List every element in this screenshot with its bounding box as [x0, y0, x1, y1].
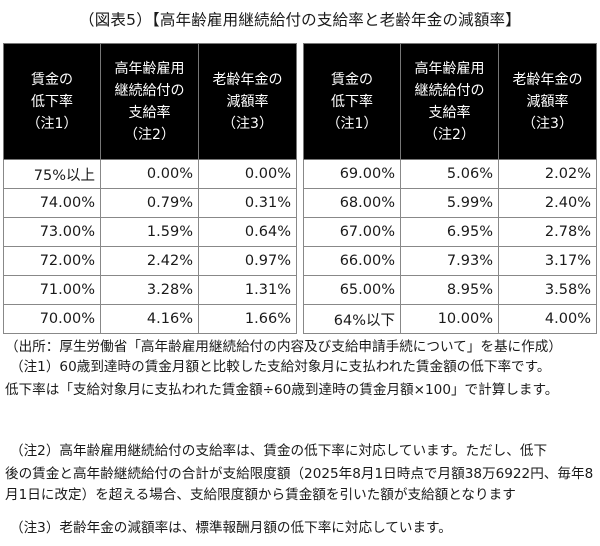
table-row: 69.00% 5.06% 2.02% [303, 159, 597, 189]
header-wage-decline-rate: 賃金の 低下率 （注1） [303, 43, 401, 160]
header-text: （注2） [124, 126, 175, 143]
cell-wage-decline: 71.00% [3, 275, 101, 305]
note-2-line2: 後の賃金と高年齢継続給付の合計が支給限度額（2025年8月1日時点で月額38万6… [5, 466, 594, 503]
cell-benefit-rate: 5.99% [400, 188, 499, 218]
header-text: 高年齢雇用 [414, 60, 485, 77]
table-row: 71.00% 3.28% 1.31% [3, 275, 297, 305]
cell-benefit-rate: 2.42% [100, 246, 199, 276]
header-benefit-rate: 高年齢雇用 継続給付の 支給率 （注2） [400, 43, 499, 160]
header-text: 支給率 [128, 104, 171, 121]
note-1-line2: 低下率は「支給対象月に支払われた賃金額÷60歳到達時の賃金月額×100」で計算し… [5, 382, 559, 398]
note-1-line1: （注1）60歳到達時の賃金月額と比較した支給対象月に支払われた賃金額の低下率です… [10, 359, 551, 375]
rate-table-left: 賃金の 低下率 （注1） 高年齢雇用 継続給付の 支給率 （注2） 老齢年金の … [3, 43, 297, 334]
cell-pension-reduction: 0.64% [198, 217, 297, 247]
table-row: 74.00% 0.79% 0.31% [3, 188, 297, 218]
cell-benefit-rate: 10.00% [400, 304, 499, 334]
cell-pension-reduction: 2.78% [498, 217, 597, 247]
cell-benefit-rate: 4.16% [100, 304, 199, 334]
cell-wage-decline: 66.00% [303, 246, 401, 276]
cell-benefit-rate: 5.06% [400, 159, 499, 189]
header-text: 低下率 [31, 93, 73, 110]
cell-wage-decline: 75%以上 [3, 159, 101, 189]
table-header-row: 賃金の 低下率 （注1） 高年齢雇用 継続給付の 支給率 （注2） 老齢年金の … [3, 43, 297, 160]
header-text: 賃金の [331, 71, 373, 88]
header-benefit-rate: 高年齢雇用 継続給付の 支給率 （注2） [100, 43, 199, 160]
cell-wage-decline: 64%以下 [303, 304, 401, 334]
header-text: （注1） [326, 115, 378, 132]
cell-benefit-rate: 8.95% [400, 275, 499, 305]
header-text: 減額率 [226, 93, 269, 110]
header-text: （注2） [424, 126, 475, 143]
cell-wage-decline: 74.00% [3, 188, 101, 218]
cell-benefit-rate: 3.28% [100, 275, 199, 305]
cell-benefit-rate: 7.93% [400, 246, 499, 276]
cell-wage-decline: 72.00% [3, 246, 101, 276]
header-text: 高年齢雇用 [114, 60, 185, 77]
cell-benefit-rate: 0.79% [100, 188, 199, 218]
cell-pension-reduction: 4.00% [498, 304, 597, 334]
header-text: 継続給付の [414, 82, 485, 99]
cell-benefit-rate: 6.95% [400, 217, 499, 247]
header-text: 減額率 [526, 93, 569, 110]
header-pension-reduction-rate: 老齢年金の 減額率 （注3） [498, 43, 597, 160]
header-pension-reduction-rate: 老齢年金の 減額率 （注3） [198, 43, 297, 160]
header-text: （注3） [522, 115, 573, 132]
cell-wage-decline: 70.00% [3, 304, 101, 334]
cell-pension-reduction: 1.31% [198, 275, 297, 305]
header-text: 賃金の [31, 71, 73, 88]
table-row: 68.00% 5.99% 2.40% [303, 188, 597, 218]
header-text: 支給率 [428, 104, 471, 121]
cell-pension-reduction: 0.00% [198, 159, 297, 189]
table-row: 67.00% 6.95% 2.78% [303, 217, 597, 247]
cell-pension-reduction: 2.40% [498, 188, 597, 218]
cell-pension-reduction: 2.02% [498, 159, 597, 189]
cell-wage-decline: 65.00% [303, 275, 401, 305]
header-text: 継続給付の [114, 82, 185, 99]
cell-wage-decline: 69.00% [303, 159, 401, 189]
header-text: 老齢年金の [212, 71, 283, 88]
cell-pension-reduction: 3.58% [498, 275, 597, 305]
figure-title: （図表5）【高年齢雇用継続給付の支給率と老齢年金の減額率】 [79, 11, 521, 29]
table-row: 75%以上 0.00% 0.00% [3, 159, 297, 189]
table-row: 70.00% 4.16% 1.66% [3, 304, 297, 334]
cell-pension-reduction: 3.17% [498, 246, 597, 276]
header-text: （注3） [222, 115, 273, 132]
table-header-row: 賃金の 低下率 （注1） 高年齢雇用 継続給付の 支給率 （注2） 老齢年金の … [303, 43, 597, 160]
header-wage-decline-rate: 賃金の 低下率 （注1） [3, 43, 101, 160]
cell-benefit-rate: 0.00% [100, 159, 199, 189]
header-text: 低下率 [331, 93, 373, 110]
note-2-line1: （注2）高年齢雇用継続給付の支給率は、賃金の低下率に対応しています。ただし、低下 [10, 443, 548, 459]
source-note: （出所：厚生労働省「高年齢雇用継続給付の内容及び支給申請手続について」を基に作成… [5, 339, 562, 355]
cell-wage-decline: 73.00% [3, 217, 101, 247]
table-row: 72.00% 2.42% 0.97% [3, 246, 297, 276]
note-3: （注3）老齢年金の減額率は、標準報酬月額の低下率に対応しています。 [10, 520, 452, 536]
table-row: 66.00% 7.93% 3.17% [303, 246, 597, 276]
cell-pension-reduction: 0.31% [198, 188, 297, 218]
table-row: 64%以下 10.00% 4.00% [303, 304, 597, 334]
header-text: 老齢年金の [512, 71, 583, 88]
table-row: 73.00% 1.59% 0.64% [3, 217, 297, 247]
cell-benefit-rate: 1.59% [100, 217, 199, 247]
cell-pension-reduction: 1.66% [198, 304, 297, 334]
cell-wage-decline: 68.00% [303, 188, 401, 218]
table-row: 65.00% 8.95% 3.58% [303, 275, 597, 305]
rate-table-right: 賃金の 低下率 （注1） 高年齢雇用 継続給付の 支給率 （注2） 老齢年金の … [303, 43, 597, 334]
header-text: （注1） [26, 115, 78, 132]
cell-wage-decline: 67.00% [303, 217, 401, 247]
cell-pension-reduction: 0.97% [198, 246, 297, 276]
